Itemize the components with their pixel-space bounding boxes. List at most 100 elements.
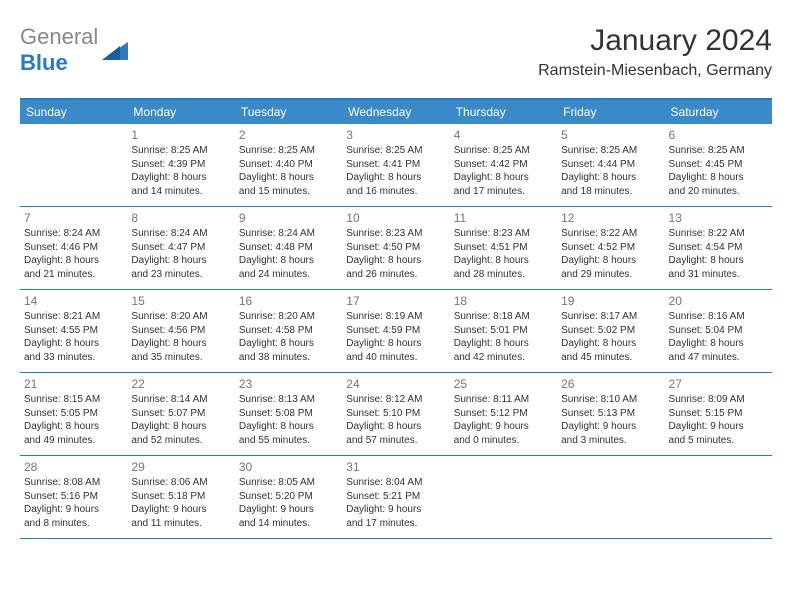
- day-cell: 11Sunrise: 8:23 AMSunset: 4:51 PMDayligh…: [450, 207, 557, 289]
- day-detail: Sunrise: 8:04 AM: [346, 476, 445, 490]
- title-block: January 2024 Ramstein-Miesenbach, German…: [538, 24, 772, 80]
- day-header: Sunday: [20, 100, 127, 124]
- day-number: 30: [239, 460, 338, 474]
- day-detail: Daylight: 8 hours: [669, 254, 768, 268]
- logo-text: General Blue: [20, 24, 98, 76]
- day-cell: 15Sunrise: 8:20 AMSunset: 4:56 PMDayligh…: [127, 290, 234, 372]
- day-cell: 18Sunrise: 8:18 AMSunset: 5:01 PMDayligh…: [450, 290, 557, 372]
- day-detail: Sunrise: 8:25 AM: [346, 144, 445, 158]
- day-detail: Daylight: 8 hours: [561, 337, 660, 351]
- day-detail: and 33 minutes.: [24, 351, 123, 365]
- day-detail: Sunrise: 8:13 AM: [239, 393, 338, 407]
- logo-part1: General: [20, 24, 98, 49]
- day-cell: 26Sunrise: 8:10 AMSunset: 5:13 PMDayligh…: [557, 373, 664, 455]
- day-cell: 13Sunrise: 8:22 AMSunset: 4:54 PMDayligh…: [665, 207, 772, 289]
- day-detail: Sunset: 5:04 PM: [669, 324, 768, 338]
- day-detail: and 35 minutes.: [131, 351, 230, 365]
- day-detail: Sunset: 5:12 PM: [454, 407, 553, 421]
- day-cell: [450, 456, 557, 538]
- day-number: 21: [24, 377, 123, 391]
- day-detail: Sunset: 4:40 PM: [239, 158, 338, 172]
- day-detail: and 20 minutes.: [669, 185, 768, 199]
- day-number: 18: [454, 294, 553, 308]
- day-cell: 9Sunrise: 8:24 AMSunset: 4:48 PMDaylight…: [235, 207, 342, 289]
- day-detail: Daylight: 8 hours: [131, 254, 230, 268]
- day-cell: 23Sunrise: 8:13 AMSunset: 5:08 PMDayligh…: [235, 373, 342, 455]
- day-number: 7: [24, 211, 123, 225]
- day-detail: Daylight: 8 hours: [24, 337, 123, 351]
- day-cell: 28 Sunrise: 8:08 AMSunset: 5:16 PMDayligh…: [20, 456, 127, 538]
- day-detail: Sunrise: 8:25 AM: [239, 144, 338, 158]
- day-detail: Sunrise: 8:18 AM: [454, 310, 553, 324]
- day-detail: Sunrise: 8:24 AM: [239, 227, 338, 241]
- day-detail: and 15 minutes.: [239, 185, 338, 199]
- day-detail: and 0 minutes.: [454, 434, 553, 448]
- day-cell: [557, 456, 664, 538]
- day-cell: 30Sunrise: 8:05 AMSunset: 5:20 PMDayligh…: [235, 456, 342, 538]
- week-row: 28Sunrise: 8:08 AMSunset: 5:16 PMDayligh…: [20, 456, 772, 539]
- day-detail: Sunset: 5:05 PM: [24, 407, 123, 421]
- day-detail: and 23 minutes.: [131, 268, 230, 282]
- day-cell: 27Sunrise: 8:09 AMSunset: 5:15 PMDayligh…: [665, 373, 772, 455]
- day-number: 14: [24, 294, 123, 308]
- day-number: 31: [346, 460, 445, 474]
- day-header: Tuesday: [235, 100, 342, 124]
- logo: General Blue: [20, 24, 128, 76]
- day-cell: 31Sunrise: 8:04 AMSunset: 5:21 PMDayligh…: [342, 456, 449, 538]
- day-detail: and 45 minutes.: [561, 351, 660, 365]
- day-detail: Sunrise: 8:25 AM: [669, 144, 768, 158]
- day-detail: Sunset: 4:58 PM: [239, 324, 338, 338]
- day-detail: Sunrise: 8:20 AM: [131, 310, 230, 324]
- day-detail: Daylight: 8 hours: [24, 420, 123, 434]
- day-number: 22: [131, 377, 230, 391]
- day-detail: Sunset: 4:51 PM: [454, 241, 553, 255]
- day-detail: Sunset: 4:39 PM: [131, 158, 230, 172]
- day-detail: Sunset: 5:10 PM: [346, 407, 445, 421]
- day-cell: 12Sunrise: 8:22 AMSunset: 4:52 PMDayligh…: [557, 207, 664, 289]
- day-header: Thursday: [450, 100, 557, 124]
- week-row: 21Sunrise: 8:15 AMSunset: 5:05 PMDayligh…: [20, 373, 772, 456]
- day-detail: Daylight: 9 hours: [24, 503, 123, 517]
- day-detail: Daylight: 9 hours: [239, 503, 338, 517]
- day-detail: Sunrise: 8:20 AM: [239, 310, 338, 324]
- day-detail: Sunset: 5:18 PM: [131, 490, 230, 504]
- day-detail: Sunrise: 8:19 AM: [346, 310, 445, 324]
- day-detail: Sunrise: 8:08 AM: [24, 476, 123, 490]
- day-cell: 25Sunrise: 8:11 AMSunset: 5:12 PMDayligh…: [450, 373, 557, 455]
- day-detail: Sunset: 4:42 PM: [454, 158, 553, 172]
- day-detail: Sunrise: 8:23 AM: [346, 227, 445, 241]
- day-cell: 10Sunrise: 8:23 AMSunset: 4:50 PMDayligh…: [342, 207, 449, 289]
- logo-part2: Blue: [20, 50, 68, 75]
- day-detail: Daylight: 8 hours: [669, 337, 768, 351]
- day-number: 27: [669, 377, 768, 391]
- day-detail: Sunset: 5:16 PM: [24, 490, 123, 504]
- day-number: 19: [561, 294, 660, 308]
- day-detail: and 31 minutes.: [669, 268, 768, 282]
- day-number: 3: [346, 128, 445, 142]
- day-detail: Daylight: 8 hours: [131, 337, 230, 351]
- day-number: 12: [561, 211, 660, 225]
- day-detail: Daylight: 8 hours: [454, 337, 553, 351]
- day-detail: Daylight: 8 hours: [669, 171, 768, 185]
- day-detail: Sunrise: 8:17 AM: [561, 310, 660, 324]
- day-header: Saturday: [665, 100, 772, 124]
- day-detail: and 16 minutes.: [346, 185, 445, 199]
- day-detail: Sunrise: 8:15 AM: [24, 393, 123, 407]
- day-detail: and 29 minutes.: [561, 268, 660, 282]
- day-detail: Daylight: 9 hours: [669, 420, 768, 434]
- day-number: 15: [131, 294, 230, 308]
- day-detail: and 11 minutes.: [131, 517, 230, 531]
- day-number: 28: [24, 460, 123, 474]
- day-detail: Daylight: 9 hours: [346, 503, 445, 517]
- location: Ramstein-Miesenbach, Germany: [538, 62, 772, 80]
- day-detail: Sunset: 5:07 PM: [131, 407, 230, 421]
- day-detail: Sunrise: 8:12 AM: [346, 393, 445, 407]
- day-number: 20: [669, 294, 768, 308]
- day-detail: and 42 minutes.: [454, 351, 553, 365]
- day-detail: Daylight: 8 hours: [454, 171, 553, 185]
- day-cell: 19Sunrise: 8:17 AMSunset: 5:02 PMDayligh…: [557, 290, 664, 372]
- day-detail: Sunset: 5:15 PM: [669, 407, 768, 421]
- day-detail: and 47 minutes.: [669, 351, 768, 365]
- week-row: 1Sunrise: 8:25 AMSunset: 4:39 PMDaylight…: [20, 124, 772, 207]
- day-cell: 14Sunrise: 8:21 AMSunset: 4:55 PMDayligh…: [20, 290, 127, 372]
